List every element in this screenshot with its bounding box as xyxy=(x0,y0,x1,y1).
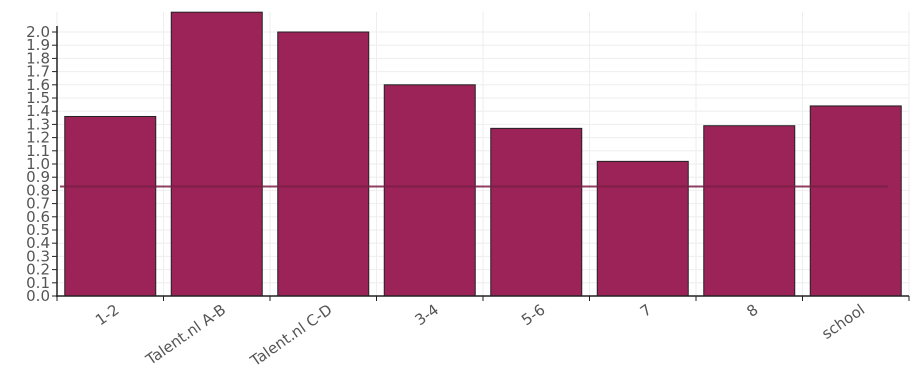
x-tick-label: school xyxy=(818,301,868,343)
x-tick-label: 8 xyxy=(743,301,761,321)
y-tick-label: 1.2 xyxy=(26,129,50,147)
x-tick-label: 1-2 xyxy=(92,301,122,330)
x-tick-label: Talent.nl C-D xyxy=(246,301,335,371)
bars xyxy=(64,11,902,297)
y-tick-label: 0.3 xyxy=(26,247,50,265)
y-tick-label: 0.9 xyxy=(26,168,50,186)
y-tick-label: 0.8 xyxy=(26,181,50,199)
y-tick-label: 1.3 xyxy=(26,115,50,133)
x-tick-label: 5-6 xyxy=(518,301,548,330)
x-axis-ticks: 1-2 Talent.nl A-B Talent.nl C-D 3-4 5-6 7 8 sch… xyxy=(56,296,910,371)
y-tick-label: 2.0 xyxy=(26,23,50,41)
y-tick-label: 1.0 xyxy=(26,155,50,173)
y-axis-ticks: 0.00.10.20.30.40.50.60.70.80.91.01.11.21… xyxy=(26,23,57,305)
y-tick-label: 1.1 xyxy=(26,142,50,160)
y-tick-label: 1.8 xyxy=(26,49,50,67)
y-tick-label: 0.4 xyxy=(26,234,50,252)
y-tick-label: 0.2 xyxy=(26,261,50,279)
bar-talent-nl-a-b xyxy=(170,11,263,297)
y-tick-label: 1.6 xyxy=(26,76,50,94)
bar-7 xyxy=(596,160,689,297)
bar-talent-nl-c-d xyxy=(277,31,370,297)
y-tick-label: 1.7 xyxy=(26,63,50,81)
y-tick-label: 1.9 xyxy=(26,36,50,54)
y-tick-label: 0.6 xyxy=(26,208,50,226)
x-tick-label: 3-4 xyxy=(412,301,442,330)
y-tick-label: 0.5 xyxy=(26,221,50,239)
y-tick-label: 0.0 xyxy=(26,287,50,305)
x-tick-label: 7 xyxy=(637,301,655,321)
y-tick-label: 1.4 xyxy=(26,102,50,120)
bar-1-2 xyxy=(64,115,157,297)
y-tick-label: 0.7 xyxy=(26,195,50,213)
bar-8 xyxy=(703,125,796,297)
bar-5-6 xyxy=(490,127,583,297)
y-tick-label: 0.1 xyxy=(26,274,50,292)
y-tick-label: 1.5 xyxy=(26,89,50,107)
x-tick-label: Talent.nl A-B xyxy=(142,301,229,370)
bar-school xyxy=(809,105,902,297)
bar-3-4 xyxy=(383,84,476,297)
